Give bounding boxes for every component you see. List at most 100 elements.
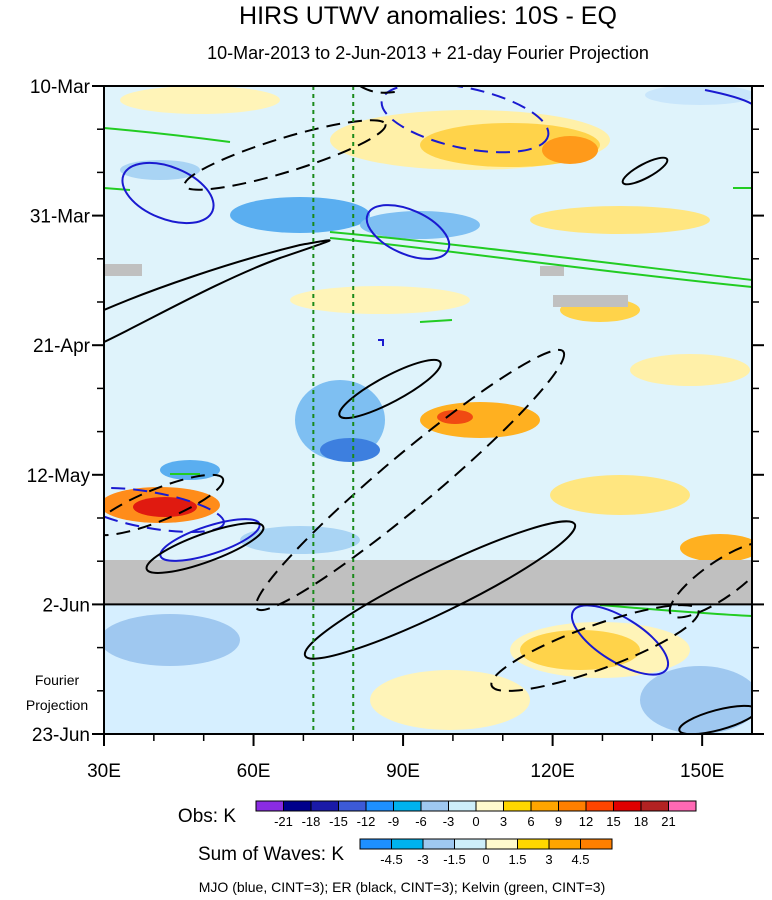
colorbar-tick-label: -6 xyxy=(415,814,427,829)
missing-data-layer xyxy=(104,264,752,604)
colorbar-swatch xyxy=(613,800,642,812)
obs-patch xyxy=(420,402,540,438)
obs-patch xyxy=(240,526,360,554)
colorbar-tick-label: 0 xyxy=(482,852,489,867)
x-tick-label: 60E xyxy=(237,761,271,782)
missing-patch xyxy=(540,266,564,276)
colorbar-swatch xyxy=(517,838,550,850)
plot-area xyxy=(104,86,752,734)
axes: 10-Mar 31-Mar 21-Apr 12-May 2-Jun 23-Jun 30E 60… xyxy=(27,77,764,782)
mjo-contour xyxy=(104,487,225,533)
colorbar-tick-label: -21 xyxy=(274,814,293,829)
colorbar-swatch xyxy=(640,800,669,812)
colorbar-tick-label: 15 xyxy=(606,814,620,829)
kelvin-contour xyxy=(329,237,752,288)
colorbar-swatch xyxy=(558,800,587,812)
obs-patch xyxy=(320,438,380,462)
kelvin-contour xyxy=(104,127,231,143)
obs-patch xyxy=(290,286,470,314)
er-contour xyxy=(303,520,577,660)
chart-subtitle: 10-Mar-2013 to 2-Jun-2013 + 21-day Fouri… xyxy=(207,43,649,63)
missing-patch xyxy=(553,295,628,307)
colorbar-tick-label: -18 xyxy=(302,814,321,829)
colorbar-swatch xyxy=(393,800,422,812)
obs-colorbar-label: Obs: K xyxy=(178,806,236,827)
mjo-contour xyxy=(570,604,670,676)
er-contour xyxy=(104,239,331,343)
projection-patch xyxy=(370,670,530,730)
colorbar-swatch xyxy=(503,800,532,812)
er-contour xyxy=(359,86,396,94)
colorbar-swatch xyxy=(365,800,394,812)
er-contour xyxy=(145,522,265,574)
colorbar-swatch xyxy=(454,838,487,850)
colorbar-tick-label: 4.5 xyxy=(571,852,589,867)
obs-patch xyxy=(645,86,752,105)
er-contour xyxy=(183,119,387,191)
missing-patch xyxy=(104,264,142,276)
plot-frame xyxy=(103,85,753,735)
missing-band xyxy=(104,560,752,604)
colorbar-tick-label: 3 xyxy=(500,814,507,829)
obs-patch xyxy=(120,86,280,114)
projection-label-line2: Projection xyxy=(26,697,88,713)
er-contour xyxy=(490,604,700,692)
colorbar-tick-label: -1.5 xyxy=(443,852,465,867)
x-tick-label: 90E xyxy=(386,761,420,782)
y-tick-label: 12-May xyxy=(27,466,91,487)
colorbar-tick-label: -15 xyxy=(329,814,348,829)
obs-patch xyxy=(680,534,752,562)
mjo-contour xyxy=(365,204,451,260)
colorbar-tick-label: 0 xyxy=(472,814,479,829)
kelvin-contour xyxy=(329,231,752,281)
colorbar-tick-label: 3 xyxy=(545,852,552,867)
colorbar-swatch xyxy=(580,838,613,850)
obs-patch xyxy=(550,475,690,515)
obs-patch xyxy=(230,197,370,233)
colorbar-swatch xyxy=(310,800,339,812)
y-tick-label: 21-Apr xyxy=(33,336,91,357)
colorbar-tick-label: 12 xyxy=(579,814,593,829)
mjo-contour xyxy=(378,339,384,346)
colorbar-tick-label: -3 xyxy=(417,852,429,867)
colorbar-tick-label: -12 xyxy=(357,814,376,829)
y-tick-label: 10-Mar xyxy=(30,77,91,98)
chart-title: HIRS UTWV anomalies: 10S - EQ xyxy=(239,2,617,30)
kelvin-contour xyxy=(419,319,453,323)
x-tick-label: 150E xyxy=(680,761,724,782)
colorbar-swatch xyxy=(255,800,284,812)
colorbar-swatch xyxy=(530,800,559,812)
colorbar-swatch xyxy=(475,800,504,812)
waves-colorbar: -4.5 -3 -1.5 0 1.5 3 4.5 xyxy=(359,838,613,867)
waves-colorbar-label: Sum of Waves: K xyxy=(198,844,344,865)
er-contour xyxy=(338,358,442,420)
projection-fill-layer xyxy=(104,604,752,734)
y-tick-label: 31-Mar xyxy=(30,207,91,228)
y-tick-label: 2-Jun xyxy=(42,595,90,616)
chart-caption: MJO (blue, CINT=3); ER (black, CINT=3); … xyxy=(199,879,606,895)
er-contour xyxy=(104,473,225,537)
obs-patch xyxy=(630,354,750,386)
mjo-contour xyxy=(380,86,550,154)
colorbar-tick-label: 18 xyxy=(634,814,648,829)
y-tick-label: 23-Jun xyxy=(32,725,90,746)
mjo-contour xyxy=(704,89,752,105)
colorbar-swatch xyxy=(548,838,581,850)
colorbar-swatch xyxy=(668,800,697,812)
er-contour xyxy=(621,156,669,186)
obs-colorbar: -21 -18 -15 -12 -9 -6 -3 0 3 6 9 12 15 18 21 xyxy=(255,800,697,829)
mjo-contour xyxy=(121,161,215,225)
projection-label-line1: Fourier xyxy=(35,672,80,688)
colorbar-swatch xyxy=(448,800,477,812)
reference-longitude-lines xyxy=(312,86,355,734)
colorbar-tick-label: 6 xyxy=(527,814,534,829)
colorbar-swatch xyxy=(338,800,367,812)
x-tick-label: 120E xyxy=(530,761,574,782)
colorbar-swatch xyxy=(420,800,449,812)
colorbar-swatch xyxy=(391,838,424,850)
x-tick-label: 30E xyxy=(87,761,121,782)
colorbar-swatch xyxy=(485,838,518,850)
obs-patch xyxy=(120,160,200,180)
colorbar-tick-label: -3 xyxy=(443,814,455,829)
projection-patch xyxy=(520,630,640,670)
